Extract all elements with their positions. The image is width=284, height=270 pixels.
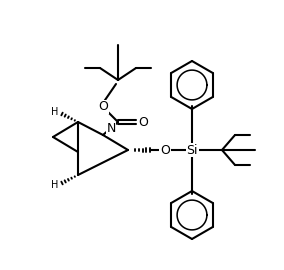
Text: O: O <box>138 116 148 129</box>
Text: H: H <box>51 107 59 117</box>
Text: N: N <box>106 123 116 136</box>
Text: Si: Si <box>186 143 198 157</box>
Text: H: H <box>51 180 59 190</box>
Text: O: O <box>160 143 170 157</box>
Text: O: O <box>98 100 108 113</box>
